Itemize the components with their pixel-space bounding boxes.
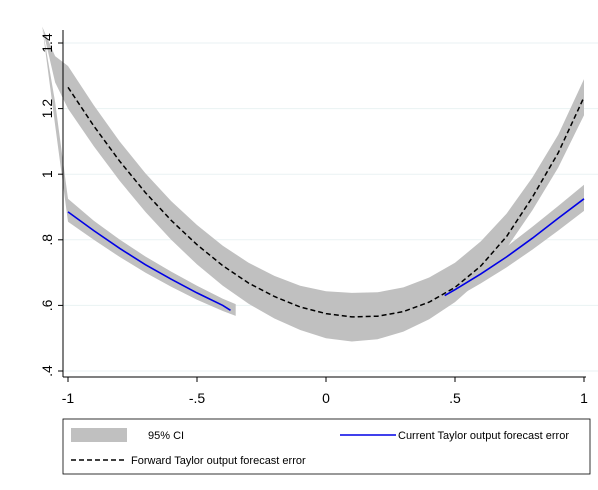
confidence-bands xyxy=(42,26,584,342)
gridlines xyxy=(63,42,598,372)
x-tick-label-3: .5 xyxy=(449,390,461,406)
line-forward-taylor xyxy=(67,86,585,318)
ci-band-forward xyxy=(42,26,584,342)
series-lines xyxy=(67,86,585,318)
y-tick-label-1: .6 xyxy=(39,299,55,311)
legend-box xyxy=(62,418,591,475)
legend-ci-swatch xyxy=(71,428,127,442)
ci-band-current-1 xyxy=(42,26,236,316)
x-tick-label-2: 0 xyxy=(322,390,330,406)
legend-ci-label: 95% CI xyxy=(148,430,184,442)
line-current-taylor-2 xyxy=(444,198,585,297)
x-tick-label-1: -.5 xyxy=(189,390,206,406)
legend-forward-label: Forward Taylor output forecast error xyxy=(131,455,306,467)
y-tick-label-5: 1.4 xyxy=(39,33,55,53)
axes: .4 .6 .8 1 1.2 1.4 -1 -.5 0 .5 1 xyxy=(39,30,588,406)
legend: 95% CI Current Taylor output forecast er… xyxy=(62,418,591,475)
ci-band-current-2 xyxy=(439,184,584,306)
y-tick-label-3: 1 xyxy=(39,170,55,178)
y-tick-label-0: .4 xyxy=(39,365,55,377)
legend-current-label: Current Taylor output forecast error xyxy=(398,430,569,442)
y-tick-label-4: 1.2 xyxy=(39,99,55,119)
x-tick-label-0: -1 xyxy=(62,390,75,406)
y-tick-label-2: .8 xyxy=(39,234,55,246)
line-current-taylor-1 xyxy=(67,211,231,311)
x-tick-label-4: 1 xyxy=(580,390,588,406)
